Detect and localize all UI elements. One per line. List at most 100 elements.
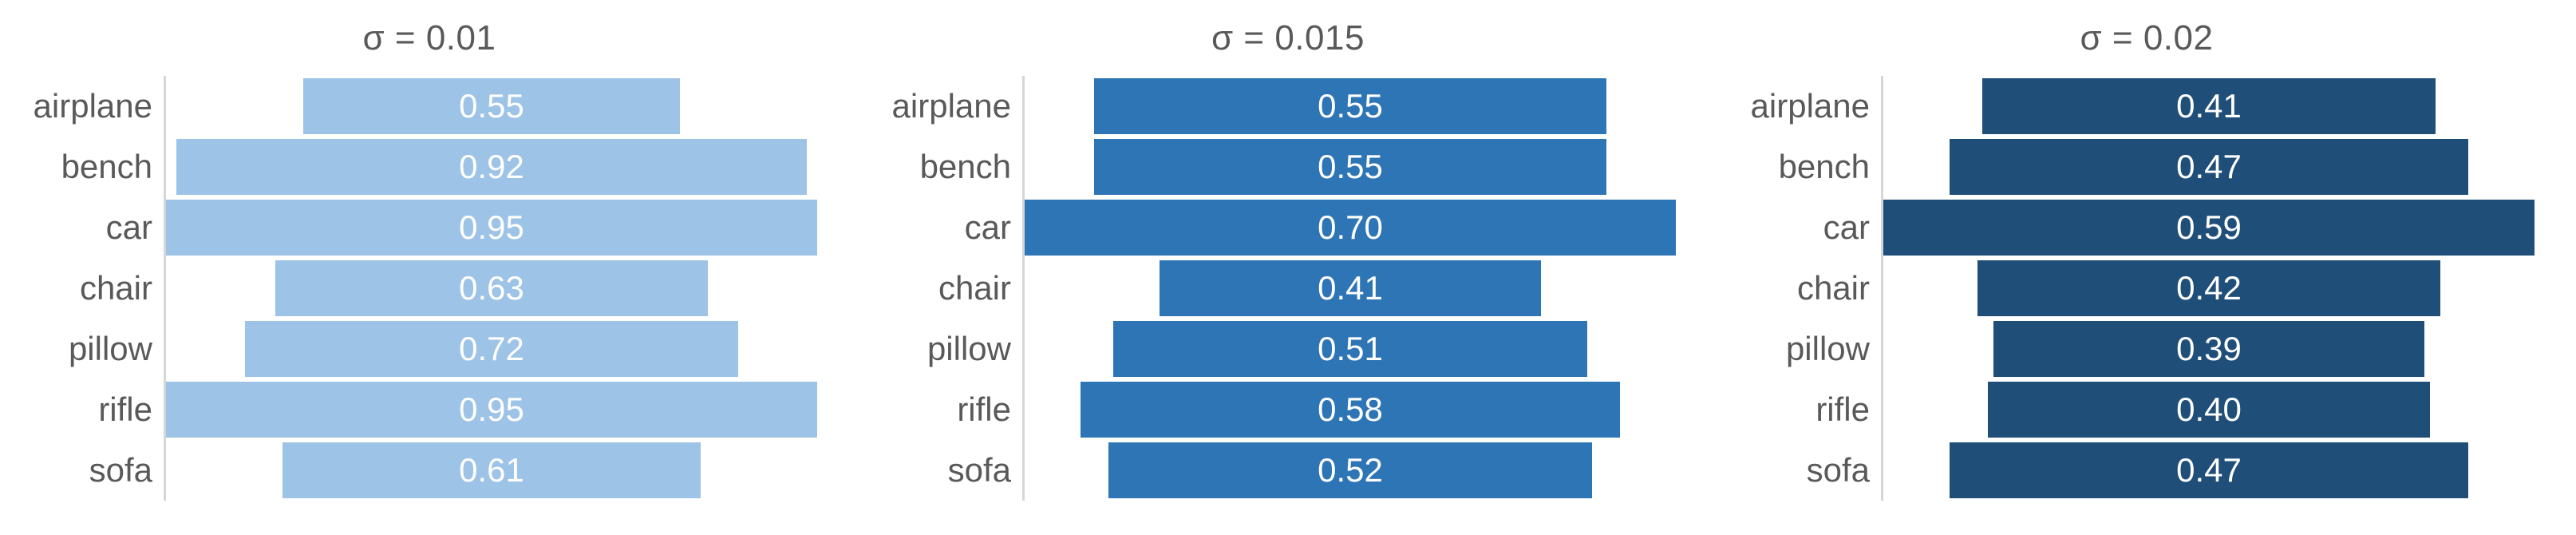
bar-value-label: 0.58 — [1318, 390, 1383, 428]
category-label: car — [105, 208, 152, 246]
category-label: rifle — [957, 390, 1011, 428]
category-axis: airplane bench car chair pillow rifle sofa — [859, 76, 1022, 501]
plot-area: 0.55 0.55 0.70 0.41 0.51 0.58 0.52 — [1022, 76, 1676, 501]
bar-row: 0.70 — [1025, 197, 1676, 258]
category-label: rifle — [1815, 390, 1870, 428]
funnel-bar: 0.63 — [275, 260, 708, 316]
chart-sigma-002: σ = 0.02 airplane bench car chair pillow rifl… — [1717, 0, 2576, 535]
bar-value-label: 0.41 — [1318, 269, 1383, 307]
chart-body: airplane bench car chair pillow rifle sofa 0.5… — [0, 76, 859, 501]
funnel-bar: 0.70 — [1025, 200, 1676, 256]
bar-value-label: 0.55 — [1318, 87, 1383, 125]
bar-row: 0.55 — [1025, 76, 1676, 137]
bar-value-label: 0.70 — [1318, 208, 1383, 246]
bar-row: 0.55 — [1025, 137, 1676, 197]
chart-body: airplane bench car chair pillow rifle sofa 0.5… — [859, 76, 1717, 501]
funnel-bar: 0.47 — [1949, 442, 2469, 498]
category-label: chair — [79, 269, 152, 307]
chart-title: σ = 0.015 — [1211, 18, 1365, 57]
category-label: sofa — [947, 451, 1011, 489]
bar-value-label: 0.92 — [459, 148, 524, 185]
bar-row: 0.58 — [1025, 379, 1676, 440]
bar-value-label: 0.42 — [2176, 269, 2242, 307]
category-axis: airplane bench car chair pillow rifle sofa — [1717, 76, 1881, 501]
category-label: sofa — [89, 451, 152, 489]
bar-row: 0.51 — [1025, 319, 1676, 379]
bar-value-label: 0.41 — [2176, 87, 2242, 125]
category-label: chair — [938, 269, 1011, 307]
category-label: bench — [919, 148, 1011, 185]
category-label: car — [1823, 208, 1870, 246]
bar-row: 0.63 — [166, 258, 817, 319]
bar-value-label: 0.40 — [2176, 390, 2242, 428]
bar-row: 0.47 — [1883, 440, 2535, 501]
bar-value-label: 0.55 — [459, 87, 524, 125]
bar-value-label: 0.51 — [1318, 330, 1383, 367]
bar-row: 0.41 — [1883, 76, 2535, 137]
bar-value-label: 0.95 — [459, 390, 524, 428]
bar-row: 0.61 — [166, 440, 817, 501]
category-label: rifle — [98, 390, 152, 428]
category-label: airplane — [33, 87, 152, 125]
bar-value-label: 0.95 — [459, 208, 524, 246]
funnel-bar: 0.58 — [1080, 382, 1621, 438]
funnel-bar: 0.40 — [1988, 382, 2430, 438]
category-label: bench — [61, 148, 152, 185]
bar-value-label: 0.55 — [1318, 148, 1383, 185]
funnel-bar: 0.52 — [1108, 442, 1593, 498]
category-label: chair — [1796, 269, 1870, 307]
bar-row: 0.55 — [166, 76, 817, 137]
category-label: bench — [1778, 148, 1870, 185]
bar-row: 0.92 — [166, 137, 817, 197]
bar-row: 0.41 — [1025, 258, 1676, 319]
bar-row: 0.95 — [166, 197, 817, 258]
bar-row: 0.42 — [1883, 258, 2535, 319]
plot-area: 0.55 0.92 0.95 0.63 0.72 0.95 0.61 — [164, 76, 817, 501]
category-label: sofa — [1806, 451, 1870, 489]
bar-value-label: 0.59 — [2176, 208, 2242, 246]
funnel-bar: 0.92 — [176, 139, 808, 195]
funnel-bar: 0.95 — [166, 382, 817, 438]
chart-sigma-001: σ = 0.01 airplane bench car chair pillow rifl… — [0, 0, 859, 535]
funnel-bar: 0.59 — [1883, 200, 2535, 256]
category-label: pillow — [68, 330, 152, 367]
funnel-bar: 0.42 — [1977, 260, 2441, 316]
funnel-bar: 0.39 — [1993, 321, 2424, 377]
funnel-bar: 0.51 — [1112, 321, 1588, 377]
bar-row: 0.59 — [1883, 197, 2535, 258]
chart-title: σ = 0.02 — [2080, 18, 2214, 57]
category-label: pillow — [1785, 330, 1870, 367]
bar-value-label: 0.47 — [2176, 451, 2242, 489]
bar-row: 0.72 — [166, 319, 817, 379]
funnel-bar: 0.47 — [1949, 139, 2469, 195]
funnel-bar: 0.55 — [1094, 139, 1606, 195]
bar-value-label: 0.52 — [1318, 451, 1383, 489]
bar-row: 0.40 — [1883, 379, 2535, 440]
funnel-bar: 0.95 — [166, 200, 817, 256]
bar-value-label: 0.39 — [2176, 330, 2242, 367]
bar-row: 0.52 — [1025, 440, 1676, 501]
chart-title: σ = 0.01 — [362, 18, 496, 57]
funnel-bar: 0.72 — [244, 321, 739, 377]
category-label: airplane — [891, 87, 1011, 125]
funnel-bar: 0.41 — [1982, 78, 2436, 134]
bar-value-label: 0.72 — [459, 330, 524, 367]
category-label: airplane — [1750, 87, 1870, 125]
plot-area: 0.41 0.47 0.59 0.42 0.39 0.40 0.47 — [1881, 76, 2535, 501]
bar-value-label: 0.47 — [2176, 148, 2242, 185]
bar-value-label: 0.61 — [459, 451, 524, 489]
funnel-bar: 0.55 — [1094, 78, 1606, 134]
bar-row: 0.39 — [1883, 319, 2535, 379]
funnel-bar: 0.41 — [1160, 260, 1541, 316]
funnel-bar: 0.61 — [282, 442, 701, 498]
category-label: car — [964, 208, 1011, 246]
bar-row: 0.95 — [166, 379, 817, 440]
funnel-bar: 0.55 — [302, 78, 681, 134]
chart-body: airplane bench car chair pillow rifle sofa 0.4… — [1717, 76, 2576, 501]
bar-value-label: 0.63 — [459, 269, 524, 307]
bar-row: 0.47 — [1883, 137, 2535, 197]
chart-sigma-0015: σ = 0.015 airplane bench car chair pillow rif… — [859, 0, 1717, 535]
category-axis: airplane bench car chair pillow rifle sofa — [0, 76, 164, 501]
category-label: pillow — [926, 330, 1011, 367]
